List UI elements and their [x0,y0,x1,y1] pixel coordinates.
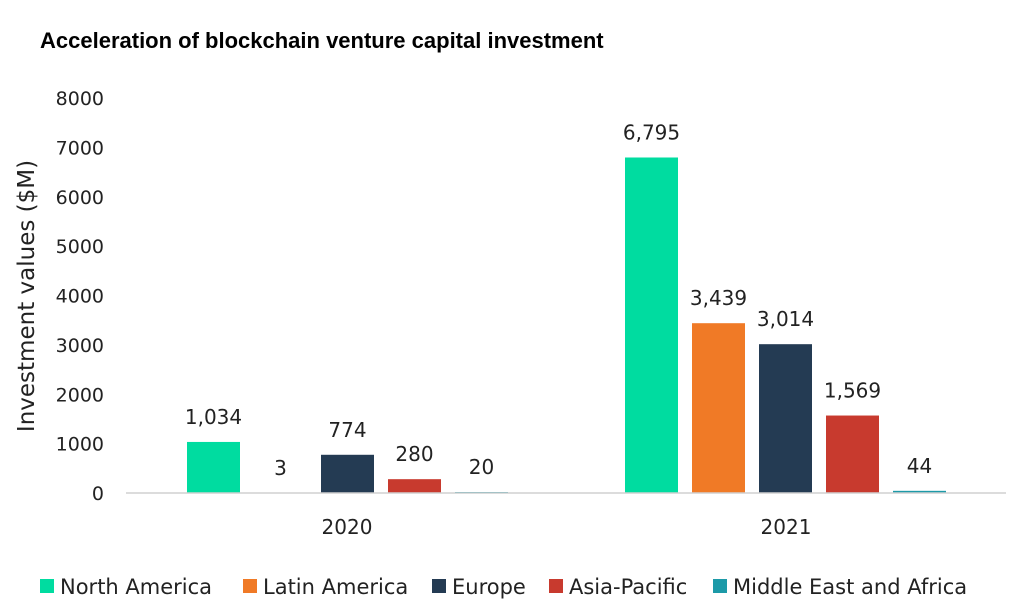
y-tick-label: 1000 [56,434,104,456]
bar [321,454,374,493]
y-tick-label: 2000 [56,384,104,406]
bar [187,441,240,493]
legend-swatch [243,579,257,593]
bar [893,490,946,493]
legend-label: Middle East and Africa [733,575,967,599]
y-tick-label: 4000 [56,286,104,308]
x-axis-category-labels: 2020 2021 [322,515,812,539]
bar [826,415,879,493]
legend-label: Europe [452,575,526,599]
data-label: 280 [395,442,433,466]
y-tick-label: 8000 [56,88,104,110]
data-label: 3,014 [757,307,814,331]
legend-label: Latin America [263,575,408,599]
legend: North America Latin America Europe Asia-Pac… [40,575,967,599]
legend-label: Asia-Pacific [569,575,687,599]
legend-label: North America [60,575,212,599]
legend-swatch [432,579,446,593]
y-tick-label: 6000 [56,187,104,209]
legend-swatch [40,579,54,593]
bar [388,479,441,493]
legend-swatch [549,579,563,593]
y-tick-label: 3000 [56,335,104,357]
data-label: 3,439 [690,286,747,310]
y-axis-ticks: 0 1000 2000 3000 4000 5000 6000 7000 8000 [56,88,104,505]
data-label: 6,795 [623,120,680,144]
bar [692,323,745,493]
data-label: 1,034 [185,405,242,429]
data-label: 1,569 [824,379,881,403]
x-category-label: 2020 [322,515,373,539]
bars: 1,034 3 774 280 20 6,795 3,439 3,014 1,569 44 [185,120,946,494]
y-tick-label: 5000 [56,236,104,258]
data-label: 20 [469,455,494,479]
bar [625,157,678,493]
bar [759,344,812,493]
y-tick-label: 0 [92,483,104,505]
legend-swatch [713,579,727,593]
data-label: 3 [274,456,287,480]
x-category-label: 2021 [761,515,812,539]
y-axis-label: Investment values ($M) [14,160,40,432]
y-tick-label: 7000 [56,137,104,159]
data-label: 774 [328,418,366,442]
data-label: 44 [907,454,932,478]
chart-title: Acceleration of blockchain venture capit… [40,28,604,53]
